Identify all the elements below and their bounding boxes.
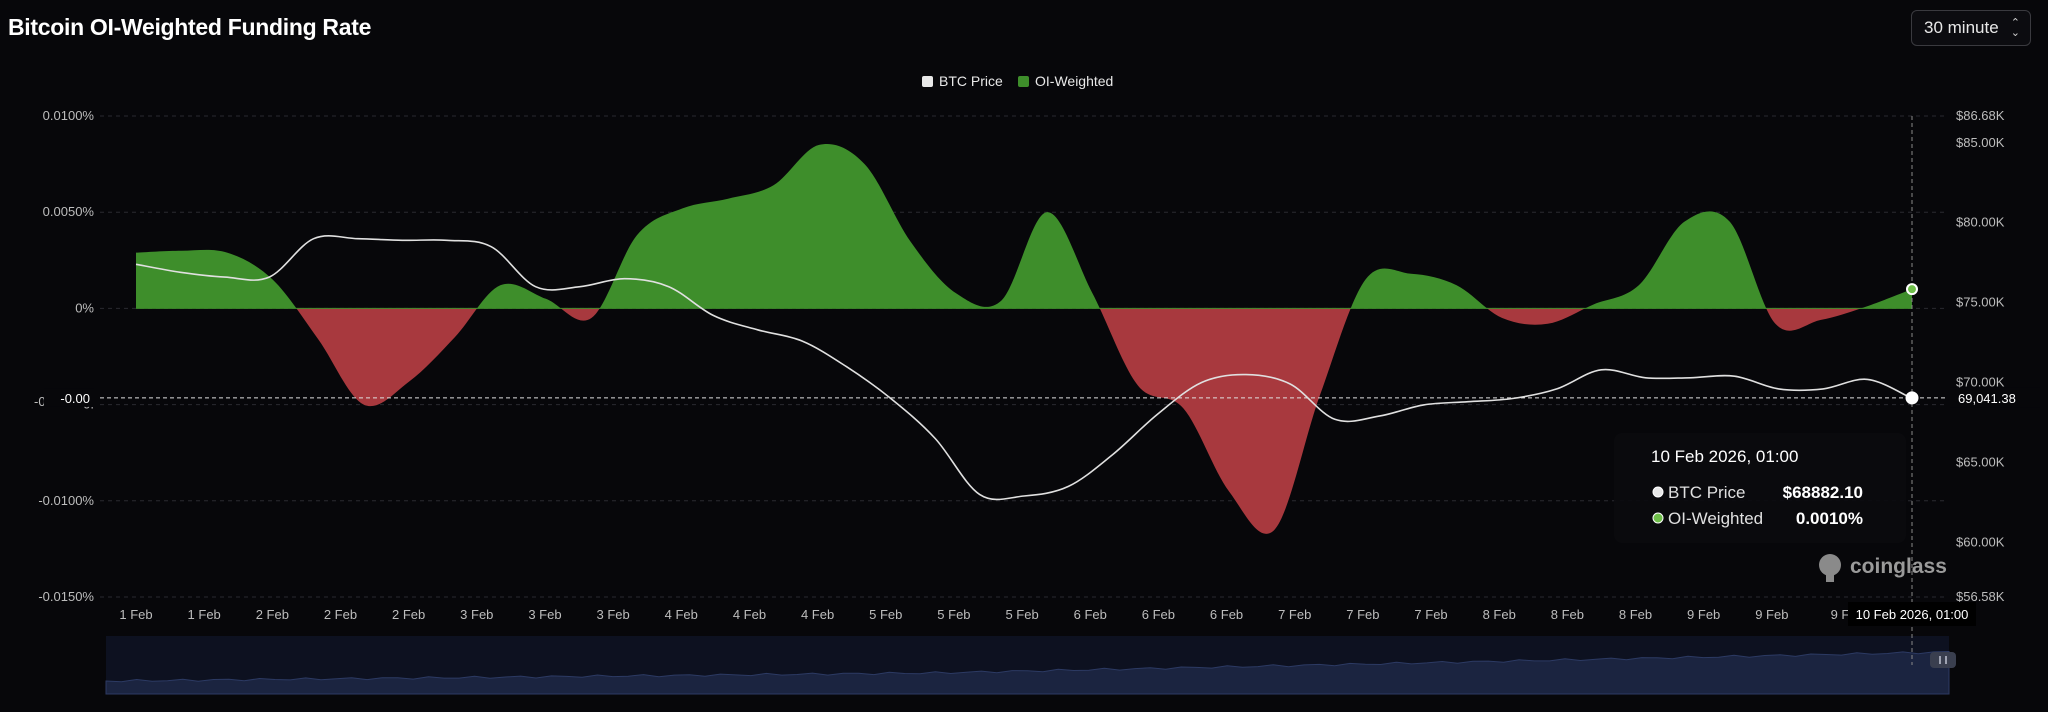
x-tick-label: 3 Feb [460,607,493,622]
tooltip-marker [1652,512,1664,524]
y-right-tick-label: $80.00K [1956,215,2005,230]
y-left-tick-label: -0.0100% [38,493,94,508]
oi-weighted-negative-area [136,308,1912,534]
x-tick-label: 3 Feb [528,607,561,622]
x-tick-label: 9 F [1831,607,1850,622]
y-left-tick-label: 0.0100% [43,108,95,123]
tooltip-label: OI-Weighted [1668,509,1763,528]
y-right-tick-label: $60.00K [1956,534,2005,549]
watermark: coinglass [1819,554,1947,582]
y-right-tick-label: $86.68K [1956,108,2005,123]
y-right-tick-label: $56.58K [1956,589,2005,604]
legend[interactable]: BTC Price OI-Weighted [922,73,1113,89]
range-brush[interactable] [105,636,1956,695]
x-tick-label: 9 Feb [1687,607,1720,622]
interval-select[interactable]: 30 minute ⌃ ⌄ [1911,10,2031,46]
x-tick-label: 3 Feb [596,607,629,622]
y-left-tick-label: 0% [75,300,94,315]
y-right-tick-label: $70.00K [1956,375,2005,390]
brush-handle[interactable] [1930,652,1956,668]
y-left-tick-label: 0.0050% [43,204,95,219]
y-left-tick-label: -0.0150% [38,589,94,604]
tooltip-marker [1652,486,1664,498]
tooltip-label: BTC Price [1668,483,1745,502]
x-tick-label: 6 Feb [1210,607,1243,622]
legend-swatch [922,76,933,87]
x-tick-label: 7 Feb [1414,607,1447,622]
x-tick-label: 9 Feb [1755,607,1788,622]
x-tick-label: 4 Feb [801,607,834,622]
oi-weighted-positive-area [136,144,1912,309]
x-tick-label: 2 Feb [392,607,425,622]
x-tick-label: 7 Feb [1346,607,1379,622]
crosshair-left-label: -0.00 [60,391,90,406]
watermark-text: coinglass [1850,555,1947,578]
interval-label: 30 minute [1924,18,1999,37]
x-tick-label: 2 Feb [324,607,357,622]
page-title: Bitcoin OI-Weighted Funding Rate [8,14,372,40]
x-tick-label: 6 Feb [1142,607,1175,622]
x-tick-label: 8 Feb [1483,607,1516,622]
y-right-tick-label: $75.00K [1956,295,2005,310]
tooltip-value: $68882.10 [1783,483,1863,502]
axes: 0.0100%0.0050%0%-0.-0.0100%-0.0150%$86.6… [38,108,2004,622]
tooltip-title: 10 Feb 2026, 01:00 [1651,447,1798,466]
y-right-tick-label: $65.00K [1956,454,2005,469]
x-tick-label: 1 Feb [188,607,221,622]
crosshair-x-label: 10 Feb 2026, 01:00 [1856,607,1969,622]
x-tick-label: 4 Feb [665,607,698,622]
x-tick-label: 7 Feb [1278,607,1311,622]
x-tick-label: 4 Feb [733,607,766,622]
legend-item[interactable]: BTC Price [922,73,1003,89]
crosshair-right-label: 69,041.38 [1958,391,2016,406]
y-right-tick-label: $85.00K [1956,135,2005,150]
x-tick-label: 2 Feb [256,607,289,622]
tooltip: 10 Feb 2026, 01:00 BTC Price $68882.10 OI-W… [1614,433,1906,543]
legend-swatch [1018,76,1029,87]
x-tick-label: 6 Feb [1074,607,1107,622]
legend-item[interactable]: OI-Weighted [1018,73,1113,89]
tooltip-value: 0.0010% [1796,509,1863,528]
x-tick-label: 5 Feb [937,607,970,622]
oi-weighted-point [1906,283,1918,296]
tooltip-box [1614,433,1906,543]
oi-weighted-area [136,144,1912,534]
x-tick-label: 8 Feb [1619,607,1652,622]
btc-price-point [1905,391,1919,405]
chevron-up-down-icon: ⌃ ⌄ [2010,17,2020,39]
x-tick-label: 1 Feb [119,607,152,622]
btc-price-line [135,235,1913,501]
x-tick-label: 8 Feb [1551,607,1584,622]
coinglass-logo-icon [1819,554,1841,582]
legend-label: BTC Price [939,73,1003,89]
x-tick-label: 5 Feb [1005,607,1038,622]
legend-label: OI-Weighted [1035,73,1113,89]
brush-series-area [105,650,1950,695]
btc-price-line-group [135,235,1913,501]
x-tick-label: 5 Feb [869,607,902,622]
